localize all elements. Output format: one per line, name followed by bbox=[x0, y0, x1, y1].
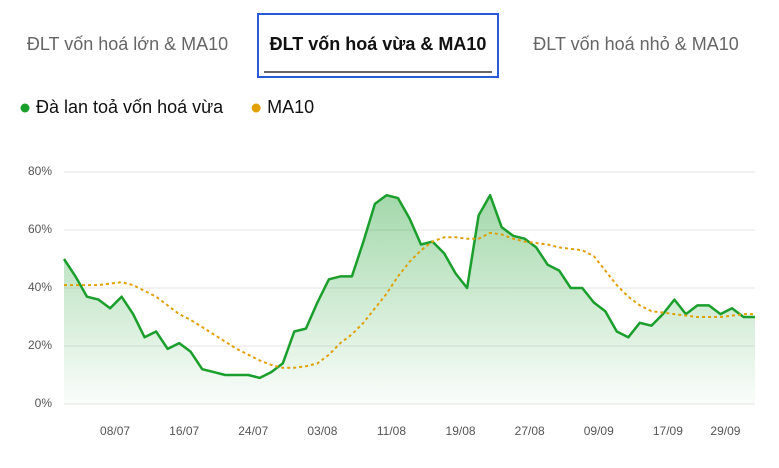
y-tick-label: 80% bbox=[28, 164, 52, 178]
legend-marker bbox=[251, 103, 261, 113]
x-tick-label: 16/07 bbox=[169, 424, 199, 438]
legend-marker bbox=[20, 103, 30, 113]
y-tick-label: 60% bbox=[28, 222, 52, 236]
legend-label: Đà lan toả vốn hoá vừa bbox=[36, 97, 224, 117]
active-tab-box bbox=[257, 13, 499, 78]
x-tick-label: 24/07 bbox=[238, 424, 268, 438]
x-tick-label: 27/08 bbox=[515, 424, 545, 438]
y-tick-label: 40% bbox=[28, 280, 52, 294]
series-line bbox=[64, 231, 755, 369]
y-tick-label: 0% bbox=[35, 396, 53, 410]
legend-label: MA10 bbox=[267, 97, 314, 117]
area bbox=[64, 195, 755, 404]
x-tick-label: 17/09 bbox=[653, 424, 683, 438]
tab[interactable]: ĐLT vốn hoá vừa & MA10 bbox=[270, 34, 487, 54]
x-tick-label: 03/08 bbox=[307, 424, 337, 438]
y-tick-label: 20% bbox=[28, 338, 52, 352]
x-tick-label: 29/09 bbox=[710, 424, 740, 438]
series-line bbox=[62, 193, 755, 380]
tab[interactable]: ĐLT vốn hoá nhỏ & MA10 bbox=[533, 34, 738, 54]
x-tick-label: 11/08 bbox=[377, 424, 406, 438]
x-tick-label: 08/07 bbox=[100, 424, 130, 438]
tab[interactable]: ĐLT vốn hoá lớn & MA10 bbox=[27, 34, 228, 54]
x-tick-label: 19/08 bbox=[446, 424, 476, 438]
x-tick-label: 09/09 bbox=[584, 424, 614, 438]
